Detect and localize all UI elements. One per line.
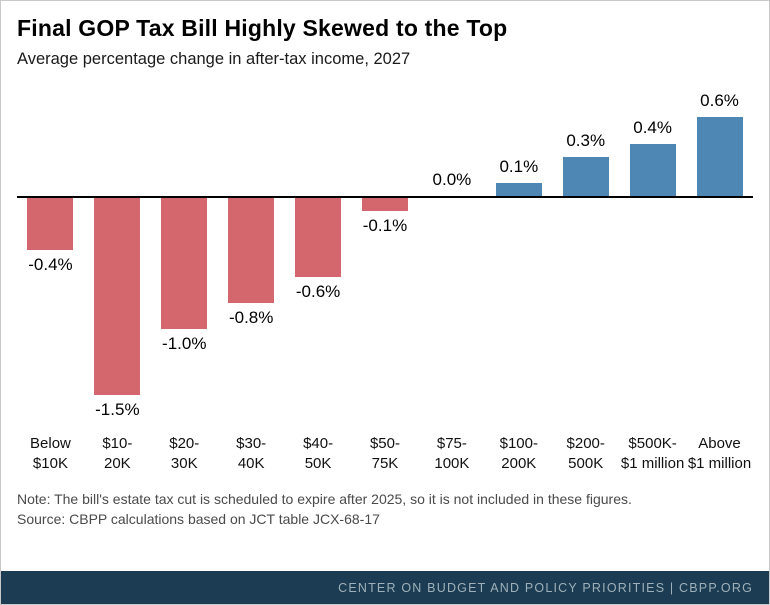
footnotes: Note: The bill's estate tax cut is sched…	[17, 489, 753, 530]
bar-column: -1.0%	[151, 79, 218, 424]
bar-column: -0.1%	[352, 79, 419, 424]
bar-value-label: 0.3%	[566, 130, 606, 150]
positive-bar	[562, 156, 609, 196]
chart-title: Final GOP Tax Bill Highly Skewed to the …	[17, 15, 508, 41]
bar-chart-plot-area: -0.4% -1.5% -1.0% -0.8% -0.6% -0.1% 0.0% 0.1% 0.…	[17, 79, 753, 424]
bar-column: 0.0%	[418, 79, 485, 424]
x-axis-tick-label: $100- 200K	[499, 435, 538, 473]
positive-bar	[629, 143, 676, 196]
zero-axis-line	[17, 196, 753, 198]
x-axis-tick-label: $10- 20K	[102, 435, 133, 473]
bar-value-label: -0.1%	[362, 216, 408, 236]
bar-value-label: 0.4%	[633, 117, 672, 137]
bar-value-label: 0.1%	[499, 156, 539, 176]
bar-value-label: -0.4%	[28, 255, 73, 275]
branding-footer-bar: CENTER ON BUDGET AND POLICY PRIORITIES |…	[1, 571, 769, 604]
bar-value-label: -0.6%	[295, 281, 341, 301]
negative-bar	[94, 198, 141, 395]
bar-value-label: -0.8%	[228, 307, 274, 327]
bar-value-label: -1.5%	[95, 399, 140, 419]
positive-bar	[495, 182, 542, 196]
chart-content: Final GOP Tax Bill Highly Skewed to the …	[1, 1, 769, 571]
x-axis-tick-label: Above $1 million	[687, 435, 752, 473]
x-axis-tick-label: $20- 30K	[169, 435, 200, 473]
source-text: Source: CBPP calculations based on JCT t…	[17, 510, 380, 527]
chart-subtitle: Average percentage change in after-tax i…	[17, 50, 411, 68]
bar-value-label: 0.6%	[700, 91, 739, 111]
bar-column: -0.6%	[285, 79, 352, 424]
bar-column: 0.1%	[485, 79, 552, 424]
note-text: Note: The bill's estate tax cut is sched…	[17, 490, 632, 507]
branding-footer-text: CENTER ON BUDGET AND POLICY PRIORITIES |…	[338, 580, 753, 595]
bar-column: 0.6%	[686, 79, 753, 424]
bar-column: 0.3%	[552, 79, 619, 424]
x-axis-tick-label: $40- 50K	[303, 435, 334, 473]
x-axis-tick-label: $30- 40K	[236, 435, 267, 473]
bar-column: -0.4%	[17, 79, 84, 424]
negative-bar	[295, 198, 342, 277]
negative-bar	[361, 198, 408, 212]
x-axis-tick-label: $500K- $1 million	[620, 435, 685, 473]
x-axis-category-labels: Below $10K $10- 20K $20- 30K $30- 40K $40- 5…	[17, 434, 753, 475]
bar-column: -1.5%	[84, 79, 151, 424]
positive-bar	[696, 117, 743, 196]
negative-bar	[27, 198, 74, 251]
bar-value-label: 0.0%	[432, 170, 472, 189]
bar-column: 0.4%	[619, 79, 686, 424]
negative-bar	[228, 198, 275, 303]
negative-bar	[161, 198, 208, 329]
x-axis-tick-label: $200- 500K	[566, 435, 605, 473]
x-axis-tick-label: $50- 75K	[369, 435, 400, 473]
x-axis-tick-label: $75- 100K	[434, 435, 470, 473]
x-axis-tick-label: Below $10K	[30, 435, 71, 473]
bar-column: -0.8%	[218, 79, 285, 424]
bar-value-label: -1.0%	[162, 334, 207, 353]
